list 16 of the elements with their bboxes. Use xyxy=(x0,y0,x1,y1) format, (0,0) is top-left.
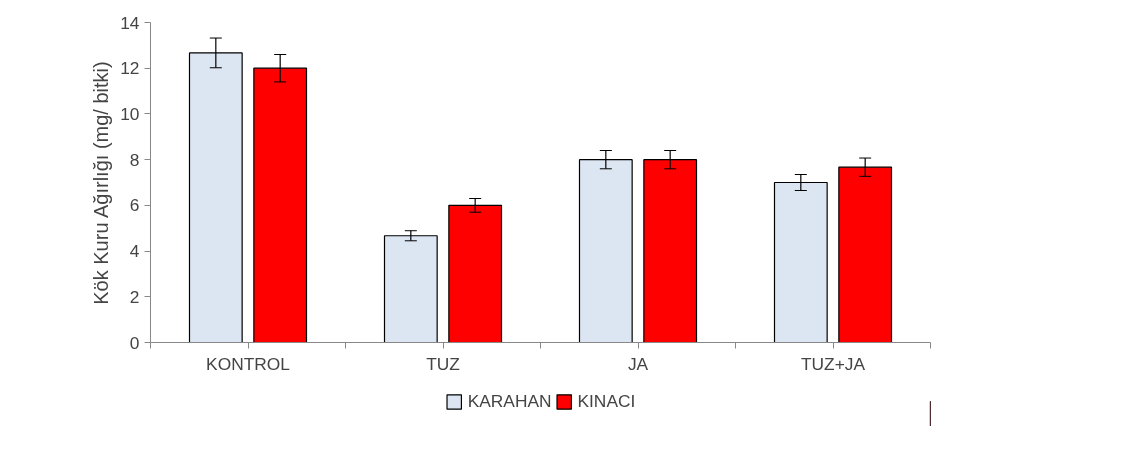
y-tick-label: 14 xyxy=(120,12,140,33)
x-tick-label: JA xyxy=(627,353,649,374)
y-tick-label: 10 xyxy=(120,103,140,124)
y-axis-title: Kök Kuru Ağırlığı (mg/ bitki) xyxy=(90,61,113,305)
y-tick-label: 4 xyxy=(129,241,140,262)
x-tick-label: KONTROL xyxy=(206,353,291,374)
x-tick-label: TUZ+JA xyxy=(800,353,866,374)
legend-label: KARAHAN xyxy=(467,390,552,412)
y-tick-label: 0 xyxy=(129,332,140,353)
legend-label: KINACI xyxy=(577,390,636,412)
x-tick-label: TUZ xyxy=(426,353,461,374)
y-tick-label: 2 xyxy=(129,286,140,307)
bar xyxy=(383,235,438,343)
y-tick-label: 12 xyxy=(120,58,140,79)
y-tick-label: 8 xyxy=(129,149,140,170)
y-tick-label: 6 xyxy=(129,195,140,216)
